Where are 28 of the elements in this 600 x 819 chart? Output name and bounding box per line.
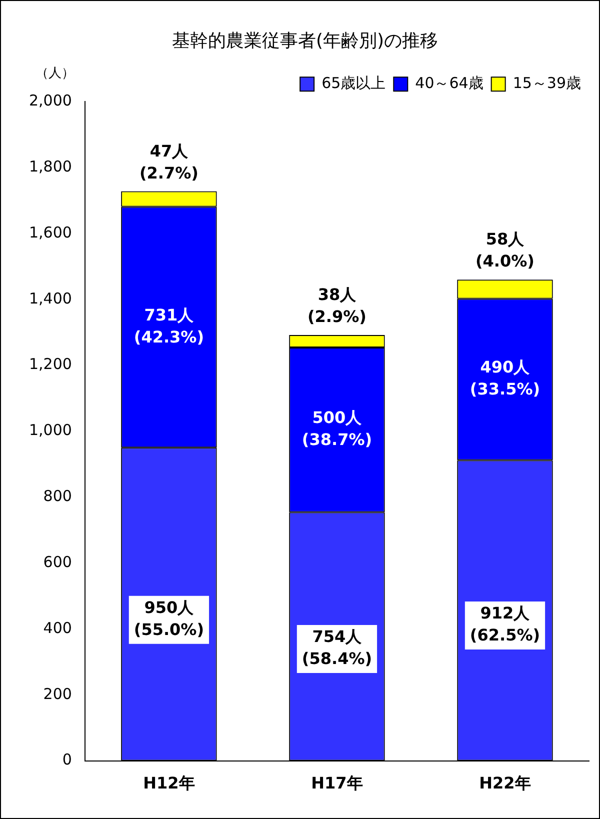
data-label: 58人 (4.0%) — [475, 230, 534, 271]
y-tick-label: 0 — [62, 750, 72, 769]
legend-label: 15～39歳 — [512, 74, 582, 92]
y-tick-label: 800 — [43, 487, 72, 506]
chart-title: 基幹的農業従事者(年齢別)の推移 — [172, 30, 438, 52]
y-tick-label: 400 — [43, 618, 72, 637]
y-axis-title: （人） — [35, 66, 74, 81]
y-tick-label: 1,000 — [28, 421, 72, 440]
data-label: 490人 (33.5%) — [470, 358, 540, 399]
x-tick-label: H22年 — [479, 774, 531, 793]
data-label: 950人 (55.0%) — [134, 598, 204, 640]
data-label: 731人 (42.3%) — [134, 305, 204, 346]
data-label: 500人 (38.7%) — [302, 408, 372, 450]
data-label: 912人 (62.5%) — [470, 604, 540, 645]
legend-label: 65歳以上 — [322, 74, 386, 92]
y-tick-label: 1,600 — [28, 223, 72, 242]
y-tick-label: 600 — [43, 552, 72, 571]
y-tick-label: 1,800 — [28, 157, 72, 176]
x-tick-label: H12年 — [143, 774, 195, 793]
y-tick-label: 1,400 — [28, 289, 72, 308]
data-label: 47人 (2.7%) — [139, 141, 198, 182]
data-label: 38人 (2.9%) — [307, 285, 366, 326]
y-tick-label: 200 — [43, 684, 72, 703]
y-tick-label: 1,200 — [28, 355, 72, 374]
legend-label: 40～64歳 — [415, 74, 484, 92]
y-tick-label: 2,000 — [28, 91, 72, 110]
x-tick-label: H17年 — [311, 774, 363, 793]
data-label: 754人 (58.4%) — [302, 627, 372, 668]
